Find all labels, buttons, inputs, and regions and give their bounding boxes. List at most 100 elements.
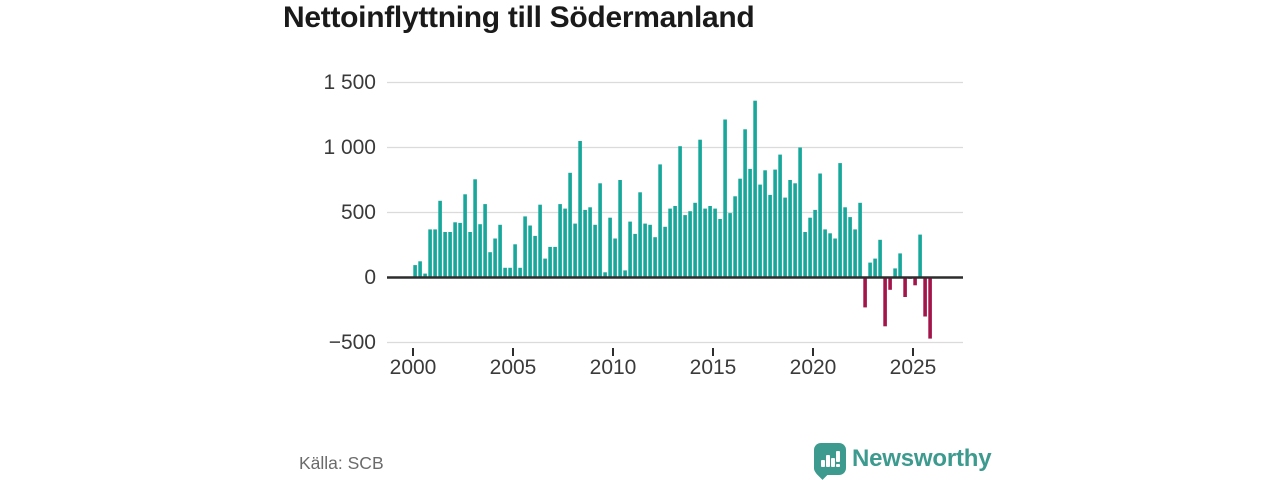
bar xyxy=(438,200,442,278)
bar xyxy=(843,207,847,278)
bar xyxy=(873,258,877,278)
bar xyxy=(468,232,472,278)
bar xyxy=(663,226,667,278)
bar xyxy=(713,208,717,278)
bar xyxy=(588,207,592,278)
bar xyxy=(833,238,837,278)
bar xyxy=(913,277,917,286)
bar xyxy=(918,234,922,278)
bar xyxy=(753,100,757,278)
y-axis-label-500: 500 xyxy=(340,200,376,224)
y-axis-label-1500: 1 500 xyxy=(323,70,376,94)
bar xyxy=(483,204,487,278)
bar xyxy=(518,267,522,278)
bar xyxy=(848,217,852,278)
bar xyxy=(533,235,537,278)
bar xyxy=(458,222,462,278)
bar xyxy=(608,217,612,278)
bar xyxy=(878,239,882,278)
bar xyxy=(793,183,797,278)
bar xyxy=(668,208,672,278)
bar xyxy=(603,272,607,278)
bar xyxy=(888,277,892,290)
chart-title: Nettoinflyttning till Södermanland xyxy=(283,1,755,34)
bar xyxy=(548,246,552,278)
bar xyxy=(648,224,652,278)
bar xyxy=(453,222,457,278)
bar xyxy=(718,219,722,278)
bar xyxy=(563,208,567,278)
bar xyxy=(673,206,677,278)
bar xyxy=(618,180,622,278)
bar xyxy=(418,261,422,278)
bar xyxy=(623,270,627,278)
x-axis-label-2020: 2020 xyxy=(789,356,837,379)
x-tick-2020 xyxy=(812,348,814,356)
bar xyxy=(578,141,582,278)
bar xyxy=(653,237,657,278)
bar xyxy=(898,253,902,278)
bar xyxy=(553,246,557,278)
bar xyxy=(433,229,437,278)
bar xyxy=(798,147,802,278)
bar xyxy=(473,179,477,278)
bar xyxy=(853,229,857,278)
bar xyxy=(923,277,927,317)
bar xyxy=(538,204,542,278)
x-axis-label-2015: 2015 xyxy=(689,356,737,379)
speech-bubble-tail xyxy=(816,467,829,480)
bar xyxy=(448,232,452,278)
logo-bar-icon xyxy=(821,460,825,467)
bar xyxy=(698,139,702,278)
bar xyxy=(558,204,562,278)
bar xyxy=(738,178,742,278)
bar xyxy=(498,224,502,278)
bar xyxy=(778,154,782,278)
bar-chart-speech-bubble-icon xyxy=(814,443,846,480)
bar xyxy=(893,268,897,278)
bar xyxy=(883,277,887,327)
newsworthy-logo: Newsworthy xyxy=(814,442,994,480)
bar xyxy=(708,206,712,278)
bar xyxy=(413,265,417,278)
bar xyxy=(758,184,762,278)
logo-bar-icon xyxy=(826,455,830,467)
bar xyxy=(858,202,862,278)
x-tick-2000 xyxy=(412,348,414,356)
bar xyxy=(423,273,427,278)
bar xyxy=(788,180,792,278)
bar xyxy=(523,216,527,278)
x-axis-label-2025: 2025 xyxy=(889,356,937,379)
x-axis-label-2000: 2000 xyxy=(389,356,437,379)
logo-exclamation-icon xyxy=(836,451,840,462)
bar xyxy=(823,229,827,278)
bar xyxy=(633,233,637,278)
logo-bar-icon xyxy=(831,458,835,467)
bar xyxy=(688,211,692,278)
bar xyxy=(493,238,497,278)
bar xyxy=(863,277,867,308)
bar xyxy=(573,223,577,278)
bar xyxy=(543,258,547,278)
bar xyxy=(808,217,812,278)
bar xyxy=(683,215,687,278)
bar xyxy=(743,129,747,278)
bar xyxy=(443,232,447,278)
bar xyxy=(928,277,932,339)
bar xyxy=(593,224,597,278)
bar xyxy=(428,229,432,278)
bar xyxy=(818,173,822,278)
bar xyxy=(503,267,507,278)
x-axis-label-2010: 2010 xyxy=(589,356,637,379)
bar xyxy=(763,170,767,278)
bar xyxy=(528,225,532,278)
bar xyxy=(638,192,642,278)
bar xyxy=(868,262,872,278)
x-tick-2015 xyxy=(712,348,714,356)
bar xyxy=(463,194,467,278)
bar xyxy=(728,213,732,278)
bar xyxy=(643,223,647,278)
bar xyxy=(828,233,832,278)
